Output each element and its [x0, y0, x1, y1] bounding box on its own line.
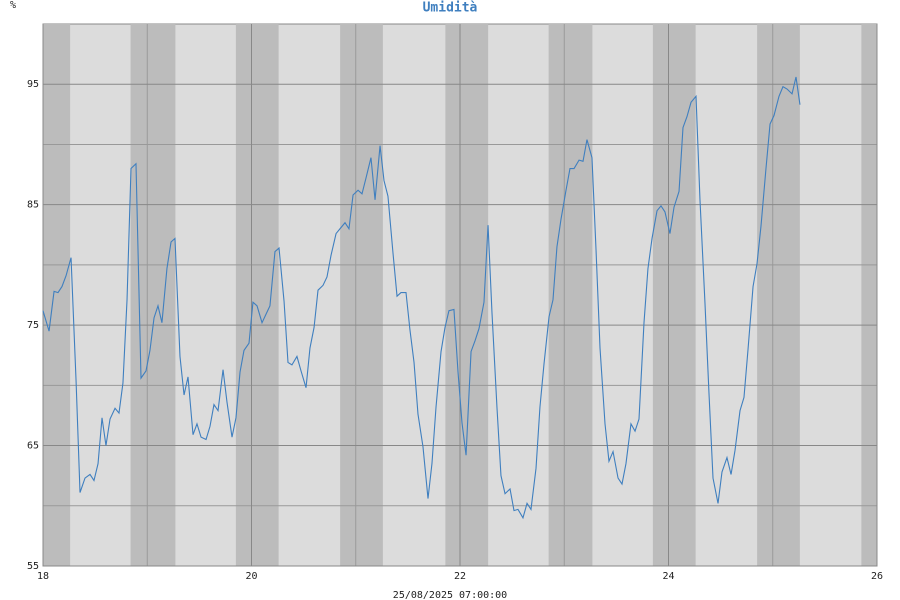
night-band	[757, 24, 800, 566]
x-tick-label: 26	[871, 571, 883, 582]
data-line	[42, 76, 801, 520]
x-tick-label: 24	[662, 571, 674, 582]
y-tick-label: 75	[27, 320, 39, 331]
night-band	[235, 24, 279, 566]
night-band	[861, 24, 877, 566]
night-band	[445, 24, 489, 566]
night-band	[548, 24, 593, 566]
x-tick-label: 18	[37, 571, 49, 582]
night-band	[340, 24, 383, 566]
chart-title: Umidità	[423, 1, 478, 16]
night-band	[652, 24, 696, 566]
night-band	[43, 24, 71, 566]
y-tick-label: 55	[27, 561, 39, 572]
x-tick-label: 20	[245, 571, 257, 582]
night-band	[130, 24, 176, 566]
y-tick-label: 95	[27, 79, 39, 90]
x-tick-label: 22	[454, 571, 466, 582]
y-tick-label: 65	[27, 441, 39, 452]
x-axis-label: 25/08/2025 07:00:00	[393, 590, 507, 600]
y-axis-label: %	[10, 0, 16, 11]
y-tick-label: 85	[27, 200, 39, 211]
